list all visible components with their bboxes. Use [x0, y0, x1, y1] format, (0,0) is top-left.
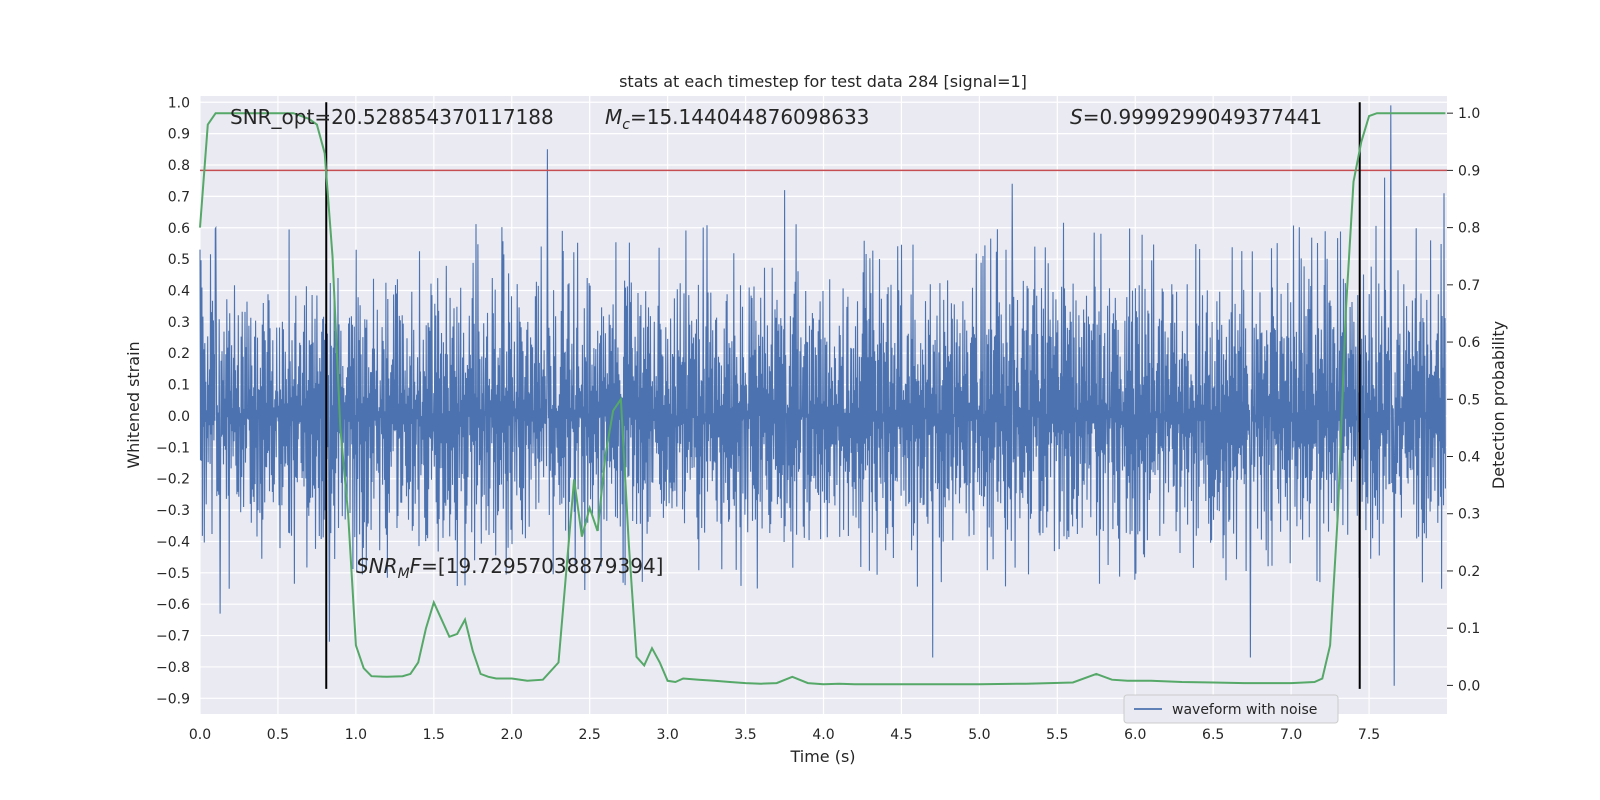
y-right-tick-label: 0.8: [1458, 221, 1480, 237]
y-left-tick-label: 0.6: [168, 221, 190, 237]
y-right-axis-label: Detection probability: [1489, 321, 1508, 489]
y-right-tick-label: 0.0: [1458, 678, 1480, 694]
y-left-tick-label: 0.2: [168, 346, 190, 362]
x-tick-label: 3.5: [734, 727, 756, 743]
y-left-tick-label: 1.0: [168, 95, 190, 111]
y-right-tick-label: 0.9: [1458, 163, 1480, 179]
y-left-tick-label: 0.8: [168, 158, 190, 174]
legend-box: [1123, 694, 1339, 724]
y-left-tick-label: −0.5: [156, 566, 190, 582]
x-tick-label: 0.5: [267, 727, 289, 743]
x-axis-ticks: 0.0 0.5 1.0 1.5 2.0 2.5 3.0 3.5 4.0 4.5 5.0 5.5 6.0 6…: [189, 727, 1380, 743]
x-tick-label: 7.0: [1280, 727, 1302, 743]
x-tick-label: 2.5: [579, 727, 601, 743]
y-left-tick-label: −0.9: [156, 691, 190, 707]
x-tick-label: 7.5: [1358, 727, 1380, 743]
waveform-line: [199, 105, 1446, 686]
y-left-axis-ticks: 1.0 0.9 0.8 0.7 0.6 0.5 0.4 0.3 0.2 0.1 0.0 −0.1 −0.…: [156, 95, 190, 707]
annotation-snr-mf: SNRMF=[19.72957038879394]: [356, 554, 664, 582]
overlay-lines: [200, 102, 1447, 689]
y-right-tick-label: 0.3: [1458, 507, 1480, 523]
y-left-tick-label: 0.1: [168, 378, 190, 394]
y-left-tick-label: −0.2: [156, 472, 190, 488]
x-tick-label: 4.5: [890, 727, 912, 743]
waveform-with-noise-series: [199, 105, 1446, 686]
y-left-tick-label: −0.3: [156, 503, 190, 519]
x-tick-label: 4.0: [812, 727, 834, 743]
y-left-tick-label: −0.1: [156, 440, 190, 456]
y-left-tick-label: 0.5: [168, 252, 190, 268]
y-left-axis-label: Whitened strain: [124, 341, 143, 468]
detection-probability-series: [199, 112, 1446, 686]
y-left-tick-label: 0.7: [168, 189, 190, 205]
y-left-tick-label: 0.0: [168, 409, 190, 425]
y-right-tick-label: 0.4: [1458, 450, 1480, 466]
y-left-tick-label: −0.8: [156, 660, 190, 676]
legend-label-waveform: waveform with noise: [1172, 702, 1317, 718]
legend: waveform with noise: [1123, 694, 1339, 724]
y-left-tick-label: −0.6: [156, 597, 190, 613]
y-right-tick-label: 0.1: [1458, 621, 1480, 637]
y-right-tick-label: 0.6: [1458, 335, 1480, 351]
annotation-chirp-mass: Mc=15.144044876098633: [605, 105, 869, 133]
x-tick-label: 6.0: [1124, 727, 1146, 743]
x-tick-label: 1.0: [345, 727, 367, 743]
x-tick-label: 0.0: [189, 727, 211, 743]
x-tick-label: 6.5: [1202, 727, 1224, 743]
annotation-s: S=0.9999299049377441: [1070, 105, 1322, 129]
y-left-tick-label: 0.3: [168, 315, 190, 331]
y-right-axis-ticks: 1.0 0.9 0.8 0.7 0.6 0.5 0.4 0.3 0.2 0.1 0.0: [1447, 106, 1480, 694]
probability-line: [199, 112, 1446, 686]
x-tick-label: 5.5: [1046, 727, 1068, 743]
y-right-tick-label: 0.7: [1458, 278, 1480, 294]
x-tick-label: 1.5: [423, 727, 445, 743]
x-tick-label: 3.0: [656, 727, 678, 743]
x-axis-label: Time (s): [789, 747, 855, 766]
y-left-tick-label: 0.9: [168, 127, 190, 143]
x-tick-label: 5.0: [968, 727, 990, 743]
y-right-tick-label: 1.0: [1458, 106, 1480, 122]
y-left-tick-label: 0.4: [168, 283, 190, 299]
x-tick-label: 2.0: [501, 727, 523, 743]
y-left-tick-label: −0.4: [156, 534, 190, 550]
y-left-tick-label: −0.7: [156, 629, 190, 645]
chart-title: stats at each timestep for test data 284…: [619, 72, 1027, 91]
y-right-tick-label: 0.2: [1458, 564, 1480, 580]
y-right-tick-label: 0.5: [1458, 392, 1480, 408]
annotation-snr-opt: SNR_opt=20.528854370117188: [230, 105, 554, 129]
